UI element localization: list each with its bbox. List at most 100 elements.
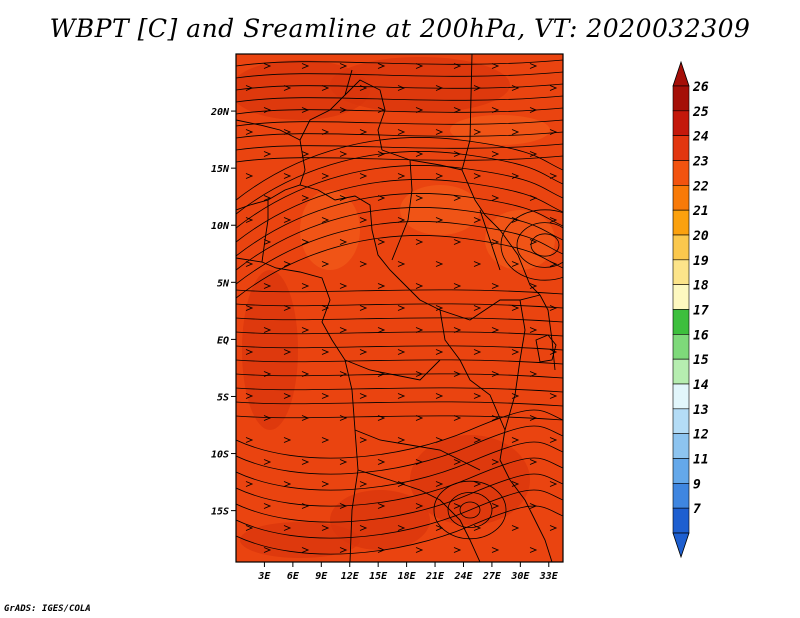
streamline-arrowhead	[511, 173, 520, 179]
streamline-arrowhead	[435, 85, 444, 91]
streamline-arrowhead	[511, 525, 520, 531]
streamline-arrowhead	[321, 393, 330, 399]
streamline-arrowhead	[283, 305, 292, 311]
colorbar-label: 19	[693, 254, 709, 269]
colorbar-label: 21	[692, 204, 709, 219]
streamline-arrowhead	[321, 261, 330, 267]
lat-tick-label: 10N	[211, 221, 230, 232]
lon-tick-label: 30E	[510, 571, 530, 582]
border-line	[439, 309, 506, 431]
streamline	[530, 233, 560, 257]
streamline-arrowhead	[339, 283, 348, 289]
streamline-arrowhead	[415, 503, 424, 509]
streamline-arrowhead	[263, 195, 272, 201]
streamline	[236, 83, 563, 91]
streamline-arrowhead	[263, 371, 272, 377]
border-line	[381, 54, 473, 171]
streamline-arrowhead	[473, 261, 482, 267]
lon-tick-label: 6E	[287, 571, 300, 582]
border-line	[236, 257, 359, 562]
streamline-arrowhead	[397, 525, 406, 531]
streamline	[236, 179, 563, 243]
streamline-arrowhead	[283, 85, 292, 91]
colorbar-swatch	[672, 259, 690, 285]
streamline-arrowhead	[397, 173, 406, 179]
streamline-arrowhead	[283, 393, 292, 399]
streamline	[236, 345, 563, 351]
streamline	[236, 331, 563, 337]
streamline-arrowhead	[435, 261, 444, 267]
streamline-arrowhead	[283, 437, 292, 443]
streamline-arrowhead	[377, 503, 386, 509]
streamline-arrowhead	[263, 239, 272, 245]
streamline-arrowhead	[377, 415, 386, 421]
colorbar-label: 20	[692, 229, 709, 244]
colorbar-swatch	[672, 110, 690, 136]
streamline-arrowhead	[301, 107, 310, 113]
streamline-arrowhead	[435, 481, 444, 487]
streamline-arrowhead	[339, 327, 348, 333]
streamline-arrowhead	[397, 349, 406, 355]
streamline-arrowhead	[435, 437, 444, 443]
streamline-arrowhead	[263, 63, 272, 69]
streamline-arrowhead	[473, 305, 482, 311]
colorbar-label: 9	[693, 477, 701, 492]
lat-tick-label: 20N	[210, 107, 230, 118]
colorbar-swatch	[672, 507, 690, 534]
streamline-arrowhead	[397, 217, 406, 223]
streamline-arrowhead	[511, 85, 520, 91]
colorbar-label: 15	[693, 353, 709, 368]
streamline	[236, 387, 563, 393]
field-patch	[242, 270, 298, 430]
streamline-arrowhead	[301, 195, 310, 201]
streamline	[236, 235, 563, 299]
streamline-arrowhead	[491, 327, 500, 333]
streamline-arrowhead	[377, 283, 386, 289]
streamline-arrowhead	[529, 151, 538, 157]
streamline-arrowhead	[435, 217, 444, 223]
border-line	[236, 119, 301, 141]
streamline-arrowhead	[359, 481, 368, 487]
colorbar-label: 7	[693, 502, 701, 517]
streamline	[433, 480, 507, 540]
colorbar-top-arrow	[672, 60, 690, 87]
streamline-arrowhead	[377, 459, 386, 465]
streamline-arrowhead	[321, 481, 330, 487]
streamline-arrowhead	[435, 305, 444, 311]
field-patch	[300, 190, 360, 270]
lat-tick-label: 15N	[211, 164, 230, 175]
streamline-arrowhead	[529, 63, 538, 69]
streamline-arrowhead	[491, 239, 500, 245]
latitude-axis: 20N 15N 10N 5N EQ 5S 10S 15S	[210, 107, 236, 518]
streamline-arrowhead	[397, 129, 406, 135]
streamline-arrowhead	[453, 107, 462, 113]
lon-tick-label: 18E	[398, 571, 417, 582]
colorbar-swatch	[672, 383, 690, 410]
streamline	[236, 165, 563, 229]
streamline-arrowhead	[491, 195, 500, 201]
streamline-arrowhead	[339, 459, 348, 465]
streamline	[236, 473, 563, 523]
streamline-arrowhead	[359, 85, 368, 91]
streamline-arrowhead	[549, 349, 558, 355]
streamline-arrowhead	[321, 349, 330, 355]
streamline-arrowhead	[473, 525, 482, 531]
streamline-arrowhead	[549, 305, 558, 311]
border-line	[236, 184, 319, 211]
streamline-arrowhead	[377, 239, 386, 245]
streamline-arrowhead	[415, 151, 424, 157]
streamline-arrowhead	[321, 525, 330, 531]
streamline-arrowhead	[415, 63, 424, 69]
lon-tick-label: 15E	[369, 571, 388, 582]
streamline-arrowhead	[377, 371, 386, 377]
streamline	[236, 289, 563, 295]
streamline-arrowhead	[339, 239, 348, 245]
streamline-arrowhead	[301, 547, 310, 553]
streamline-arrowhead	[511, 481, 520, 487]
streamline-arrowhead	[491, 459, 500, 465]
streamline	[236, 409, 563, 459]
colorbar-label: 23	[692, 155, 709, 170]
streamline-arrowhead	[529, 327, 538, 333]
border-line	[344, 359, 441, 381]
streamline-arrowhead	[359, 305, 368, 311]
